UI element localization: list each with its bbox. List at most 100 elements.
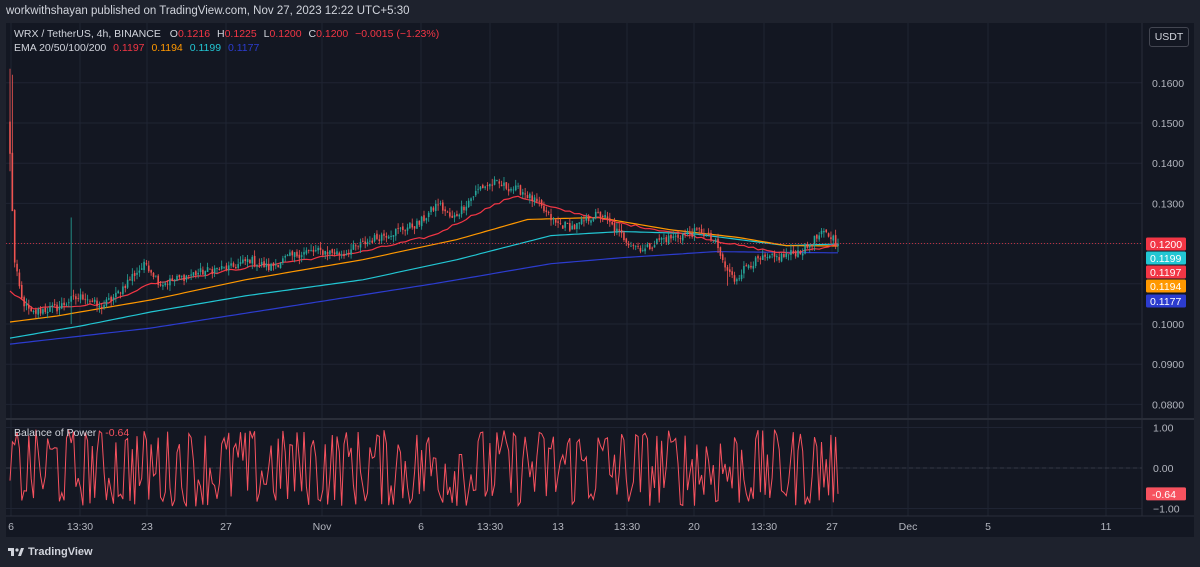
candle-body — [721, 254, 724, 261]
candle-body — [778, 257, 780, 261]
candle-body — [124, 285, 127, 288]
candle-body — [284, 256, 287, 258]
candle-body — [63, 302, 65, 306]
ema200-price-label: 0.1177 — [1150, 296, 1181, 308]
candle-body — [679, 238, 682, 240]
candle-body — [512, 189, 515, 191]
candle-body — [705, 234, 708, 236]
candle-body — [58, 306, 61, 310]
candle-body — [105, 299, 108, 306]
candle-body — [289, 252, 291, 256]
candle-body — [837, 243, 839, 247]
candle-body — [216, 267, 218, 270]
candle-body — [830, 237, 832, 240]
candle-body — [500, 184, 503, 187]
candle-body — [559, 223, 562, 225]
candle-body — [202, 269, 204, 275]
candle-body — [764, 254, 766, 257]
candle-body — [616, 228, 618, 233]
candle-body — [93, 299, 96, 302]
candle-body — [272, 262, 275, 267]
candle-body — [736, 279, 738, 282]
candle-body — [392, 235, 395, 237]
candle-body — [700, 229, 703, 234]
candle-body — [383, 233, 385, 236]
candle-body — [524, 193, 526, 195]
candle-body — [439, 203, 442, 205]
candle-body — [307, 249, 310, 251]
candle-body — [641, 250, 644, 252]
ema200-line — [9, 250, 838, 345]
candle-body — [115, 292, 117, 298]
candle-body — [251, 256, 254, 264]
candle-body — [578, 222, 581, 224]
candle-body — [634, 245, 637, 247]
candle-body — [719, 247, 722, 256]
candle-body — [227, 265, 230, 271]
candle-body — [213, 268, 216, 273]
candle-body — [145, 263, 148, 265]
candle-body — [498, 181, 501, 184]
ohlc-low-value: 0.1200 — [269, 28, 302, 40]
candle-body — [533, 197, 536, 202]
candle-body — [453, 215, 456, 218]
candle-body — [143, 261, 145, 271]
candle-body — [209, 268, 211, 270]
candle-body — [583, 220, 585, 222]
bop-tick-label: 0.00 — [1153, 463, 1174, 475]
candle-body — [467, 200, 470, 207]
candle-body — [324, 251, 326, 255]
candle-body — [173, 279, 176, 281]
candle-body — [315, 250, 317, 252]
candle-body — [561, 225, 564, 229]
candle-body — [519, 185, 522, 195]
candle-body — [606, 216, 609, 219]
tradingview-icon — [8, 548, 24, 556]
candle-body — [11, 152, 14, 212]
candle-body — [710, 232, 712, 241]
candle-body — [526, 195, 529, 199]
candle-body — [39, 308, 42, 314]
candle-body — [776, 256, 778, 258]
candle-body — [790, 250, 792, 255]
candle-body — [625, 238, 628, 243]
candle-body — [265, 263, 268, 268]
candle-body — [691, 233, 693, 237]
candle-body — [545, 210, 548, 212]
candle-body — [731, 271, 733, 275]
candle-body — [204, 271, 207, 276]
candle-body — [816, 234, 818, 239]
candle-body — [239, 262, 242, 264]
candle-body — [571, 225, 573, 230]
currency-button[interactable]: USDT — [1149, 27, 1189, 47]
time-tick-label: 13:30 — [67, 521, 93, 533]
candle-body — [394, 228, 397, 236]
candle-body — [49, 306, 51, 312]
candle-body — [703, 233, 705, 237]
candle-body — [350, 249, 352, 255]
candle-body — [369, 240, 371, 242]
candle-body — [823, 231, 825, 233]
candle-body — [416, 220, 418, 229]
time-tick-label: 13:30 — [477, 521, 503, 533]
bop-value-tag — [1146, 487, 1186, 501]
candle-body — [249, 259, 251, 264]
candle-body — [496, 180, 498, 181]
candle-body — [489, 183, 491, 187]
candle-body — [707, 232, 710, 234]
bop-line — [9, 429, 839, 508]
candle-body — [510, 188, 512, 191]
candle-body — [785, 253, 788, 258]
candle-body — [267, 263, 270, 271]
chart-area[interactable] — [6, 23, 1194, 537]
ohlc-open-value: 0.1216 — [177, 28, 211, 40]
candle-body — [28, 305, 30, 309]
candle-body — [103, 305, 105, 308]
candle-body — [263, 261, 265, 268]
candle-body — [136, 272, 138, 275]
candle-body — [825, 229, 828, 233]
candle-body — [23, 297, 25, 307]
candle-body — [743, 265, 745, 274]
candle-body — [89, 300, 91, 302]
